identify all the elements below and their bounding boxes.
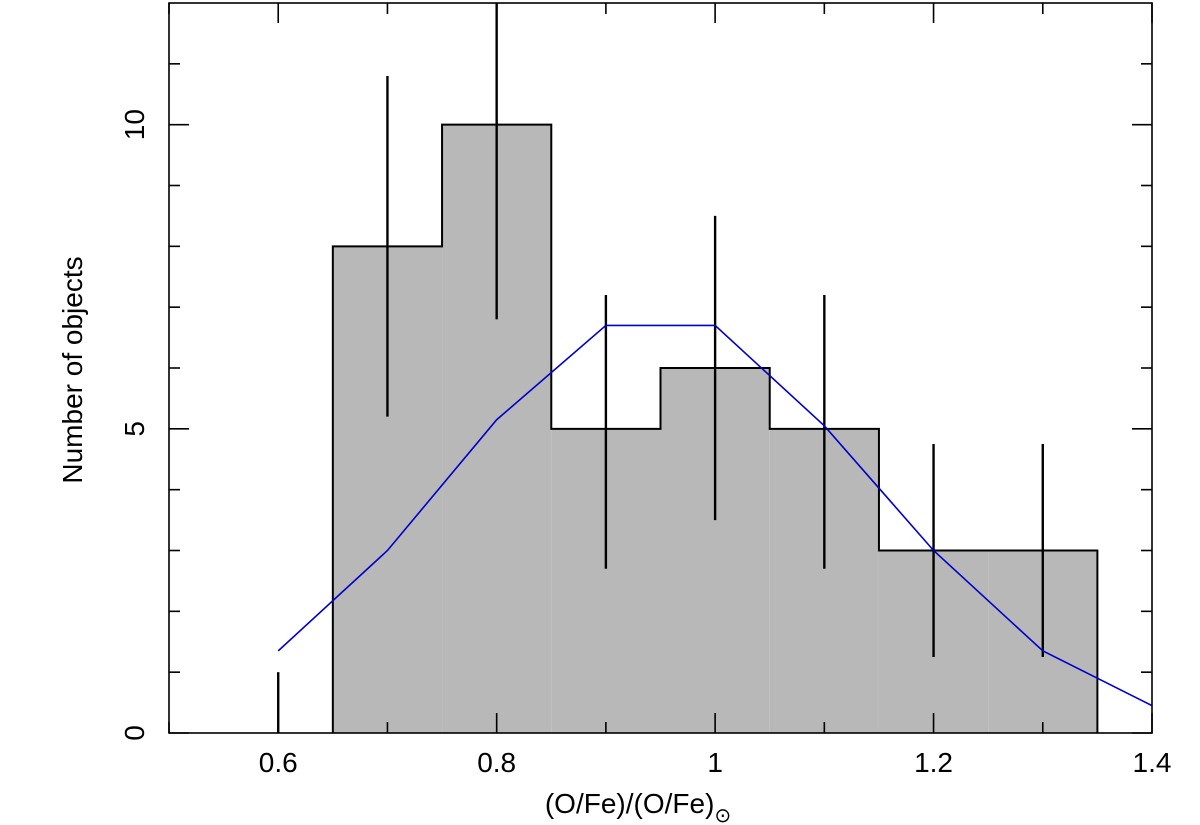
y-tick-label: 0 xyxy=(119,725,150,741)
x-axis-label: (O/Fe)/(O/Fe)⊙ xyxy=(545,788,731,825)
y-tick-label: 10 xyxy=(119,109,150,140)
y-tick-label: 5 xyxy=(119,421,150,437)
x-tick-label: 0.6 xyxy=(259,747,298,778)
x-tick-label: 1 xyxy=(707,747,723,778)
x-axis-label-main: (O/Fe)/(O/Fe) xyxy=(545,788,715,819)
x-axis-label-subscript: ⊙ xyxy=(714,805,731,825)
x-tick-label: 1.2 xyxy=(914,747,953,778)
model-curve xyxy=(277,324,1153,707)
y-tick-labels: 0 5 10 xyxy=(119,109,150,741)
error-bars xyxy=(277,3,1044,733)
histogram-outline xyxy=(331,123,1099,733)
x-tick-label: 0.8 xyxy=(477,747,516,778)
x-tick-labels: 0.6 0.8 1 1.2 1.4 xyxy=(259,747,1172,778)
x-tick-label: 1.4 xyxy=(1133,747,1172,778)
y-axis-label: Number of objects xyxy=(57,256,88,483)
axis-ticks xyxy=(168,3,1153,734)
